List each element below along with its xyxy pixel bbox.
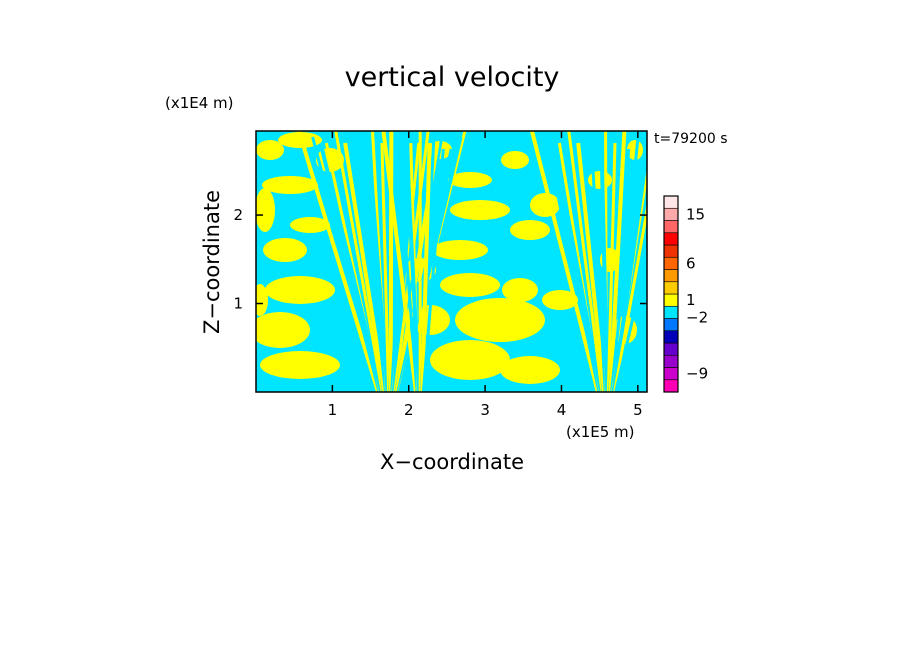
time-label: t=79200 s [654, 131, 728, 147]
field-streak [334, 131, 384, 392]
colorbar-label: 1 [686, 291, 696, 309]
field-streak [388, 131, 394, 392]
x-tick-label: 3 [480, 401, 490, 419]
x-tick-label: 2 [404, 401, 414, 419]
colorbar-label: 15 [686, 205, 705, 223]
field-streak [553, 148, 603, 392]
field-blob [500, 356, 560, 384]
field-streak [567, 131, 604, 392]
y-tick-label: 1 [233, 295, 243, 313]
x-tick-label: 1 [328, 401, 338, 419]
field-stripes [256, 131, 647, 392]
field-streak [421, 148, 445, 392]
field-blob [430, 340, 510, 380]
colorbar-bin [663, 244, 679, 258]
field-streak [609, 136, 640, 392]
field-blob [627, 140, 643, 160]
y-tick-label: 2 [233, 206, 243, 224]
field-blob [448, 172, 492, 188]
field-blob [260, 351, 340, 379]
colorbar-bin [663, 293, 679, 307]
plot-area [256, 131, 647, 392]
field-blob [501, 151, 529, 169]
y-axis-label: Z−coordinate [200, 190, 224, 334]
field-blob [542, 290, 578, 310]
field-streak [608, 131, 627, 392]
x-scale-label: (x1E5 m) [566, 423, 635, 441]
colorbar-bin [663, 379, 679, 393]
field-blob [263, 238, 307, 262]
colorbar-bin [663, 269, 679, 283]
field-streak [590, 148, 607, 392]
colorbar-bin [663, 367, 679, 381]
field-streak [357, 148, 387, 392]
field-streak [366, 136, 390, 392]
field-streak [380, 142, 391, 392]
x-axis: 1 2 3 4 5 [328, 131, 643, 419]
x-tick-label: 5 [633, 401, 643, 419]
colorbar-label: 6 [686, 254, 696, 272]
colorbar-bin [663, 256, 679, 270]
colorbar-label: −2 [686, 308, 708, 326]
colorbar-bin [663, 220, 679, 234]
field-blob [256, 140, 284, 160]
field-streak [544, 136, 601, 392]
plot-frame [255, 130, 648, 393]
field-blob [432, 240, 488, 260]
colorbar-bin [663, 318, 679, 332]
field-blob [256, 284, 268, 316]
field-streak [404, 148, 422, 392]
field-streak [343, 142, 387, 392]
colorbar-label: −9 [686, 365, 708, 383]
colorbar-bin [663, 354, 679, 368]
colorbar-bin [663, 207, 679, 221]
field-streak [530, 131, 600, 392]
x-tick-label: 4 [557, 401, 567, 419]
field-streak [311, 136, 381, 392]
field-blob [502, 278, 538, 302]
field-blob [262, 176, 318, 194]
y-scale-label: (x1E4 m) [165, 94, 234, 112]
field-streak [381, 131, 418, 392]
colorbar: 15 6 1−2 −9 [663, 195, 708, 393]
colorbar-bin [663, 305, 679, 319]
colorbar-bin [663, 195, 679, 209]
field-streak [320, 148, 384, 392]
field-streak [599, 136, 610, 392]
field-streak [613, 202, 647, 392]
colorbar-bin [663, 281, 679, 295]
field-blob [265, 276, 335, 304]
colorbar-bin [663, 232, 679, 246]
field-streak [614, 250, 647, 392]
field-blob [510, 220, 550, 240]
field-blob [256, 188, 275, 232]
field-blob [290, 217, 330, 233]
chart-title: vertical velocity [345, 62, 560, 93]
field-blob [440, 273, 500, 297]
x-axis-label: X−coordinate [380, 450, 524, 474]
field-blob [530, 193, 560, 217]
field-streak [297, 131, 381, 392]
field-blob [588, 171, 612, 189]
field-blob [450, 200, 510, 220]
field-blob [455, 298, 545, 342]
colorbar-bin [663, 330, 679, 344]
field-streak [420, 142, 432, 392]
colorbar-bin [663, 342, 679, 356]
colorbar-frame [663, 195, 679, 393]
field-blob [256, 312, 310, 348]
field-streak [576, 142, 607, 392]
field-streak [606, 142, 617, 392]
field-streak [395, 136, 419, 392]
field-streak [611, 148, 647, 392]
y-axis: 12 [233, 206, 647, 313]
